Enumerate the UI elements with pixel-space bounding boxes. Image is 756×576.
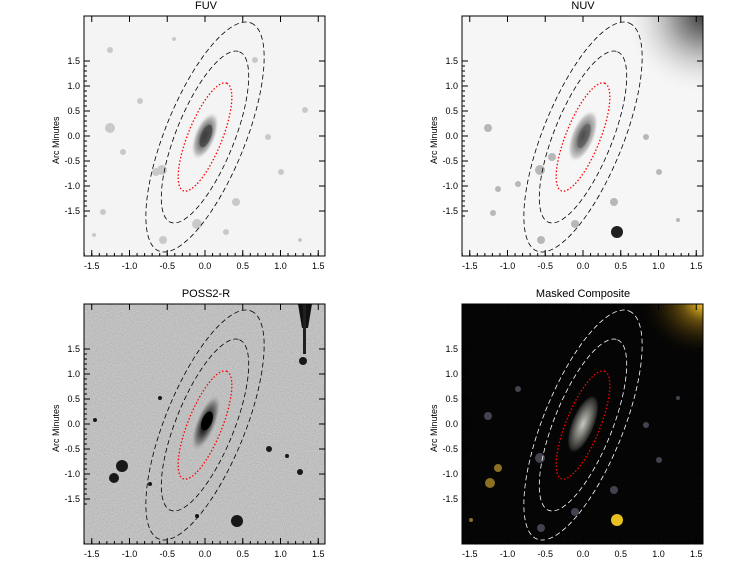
x-tick-label: 1.5 <box>312 549 325 559</box>
x-tick-label: 0.5 <box>236 549 249 559</box>
x-tick-label: -1.5 <box>462 261 478 271</box>
x-tick-label: 0.0 <box>577 261 590 271</box>
y-tick-label: -1.5 <box>442 206 458 216</box>
panel-poss2r: POSS2-R Arc Minutes <box>0 288 378 576</box>
x-tick-label: 0.5 <box>614 549 627 559</box>
x-tick-label: 1.0 <box>274 261 287 271</box>
y-tick-label: 1.5 <box>67 344 80 354</box>
x-tick-label: 1.5 <box>690 549 703 559</box>
panel-image: -1.5 -1.0 -0.5 0.0 0.5 1.0 1.5 1.5 1.0 0.5 0.0 -0.5… <box>64 303 326 559</box>
y-tick-label: 0.5 <box>445 394 458 404</box>
y-tick-label: 0.0 <box>445 131 458 141</box>
x-tick-label: 0.5 <box>236 261 249 271</box>
panel-axes: -1.5 -1.0 -0.5 0.0 0.5 1.0 1.5 1.5 1.0 0.5 0.0 -0.5… <box>442 304 703 559</box>
y-tick-label: 1.0 <box>445 81 458 91</box>
y-tick-label: 1.5 <box>445 56 458 66</box>
x-tick-label: 1.5 <box>312 261 325 271</box>
y-tick-label: 1.0 <box>445 369 458 379</box>
y-tick-label: -0.5 <box>64 444 80 454</box>
y-tick-label: -1.5 <box>442 494 458 504</box>
y-tick-label: -1.0 <box>64 181 80 191</box>
x-tick-label: 0.0 <box>199 261 212 271</box>
x-tick-label: -1.5 <box>462 549 478 559</box>
y-tick-label: -0.5 <box>64 156 80 166</box>
x-tick-label: 0.0 <box>199 549 212 559</box>
panel-axes: -1.5 -1.0 -0.5 0.0 0.5 1.0 1.5 1.5 1.0 0.5 0.0 -0.5… <box>64 304 325 559</box>
panel-title: Masked Composite <box>535 288 631 300</box>
y-tick-label: 0.0 <box>445 419 458 429</box>
y-tick-label: -1.5 <box>64 206 80 216</box>
x-tick-label: -0.5 <box>537 549 553 559</box>
y-tick-label: -1.0 <box>442 469 458 479</box>
x-tick-label: -1.0 <box>122 549 138 559</box>
y-tick-label: -1.0 <box>442 181 458 191</box>
y-tick-label: -0.5 <box>442 444 458 454</box>
panel-title: POSS2-R <box>181 288 231 300</box>
y-tick-label: 0.0 <box>67 419 80 429</box>
panel-image: -1.5 -1.0 -0.5 0.0 0.5 1.0 1.5 1.5 1.0 0.5 0.0 -0.5… <box>64 15 326 271</box>
x-tick-label: -0.5 <box>537 261 553 271</box>
x-tick-label: 1.5 <box>690 261 703 271</box>
y-tick-label: -1.5 <box>64 494 80 504</box>
x-tick-label: 1.0 <box>652 549 665 559</box>
panel-title: NUV <box>571 0 595 12</box>
x-tick-label: -1.0 <box>500 261 516 271</box>
panel-axes: -1.5 -1.0 -0.5 0.0 0.5 1.0 1.5 1.5 1.0 0.5 0.0 -0.5… <box>442 16 703 271</box>
x-tick-label: -1.0 <box>500 549 516 559</box>
y-tick-label: 1.0 <box>67 369 80 379</box>
panel-image: -1.5 -1.0 -0.5 0.0 0.5 1.0 1.5 1.5 1.0 0.5 0.0 -0.5… <box>442 303 704 559</box>
x-tick-label: 1.0 <box>274 549 287 559</box>
panel-image: -1.5 -1.0 -0.5 0.0 0.5 1.0 1.5 1.5 1.0 0.5 0.0 -0.5… <box>442 15 704 271</box>
y-tick-label: 1.5 <box>445 344 458 354</box>
x-tick-label: -1.5 <box>84 261 100 271</box>
y-tick-label: 1.5 <box>67 56 80 66</box>
panel-title: FUV <box>195 0 217 12</box>
y-tick-label: 1.0 <box>67 81 80 91</box>
panel-masked-composite: Masked Composite Arc Minutes <box>378 288 756 576</box>
x-tick-label: 1.0 <box>652 261 665 271</box>
x-tick-label: 0.0 <box>577 549 590 559</box>
x-tick-label: -1.0 <box>122 261 138 271</box>
y-tick-label: -0.5 <box>442 156 458 166</box>
y-tick-label: 0.5 <box>67 106 80 116</box>
panel-fuv: FUV Arc Minutes <box>0 0 378 288</box>
panel-nuv: NUV Arc Minutes <box>378 0 756 288</box>
y-tick-label: 0.5 <box>445 106 458 116</box>
y-tick-label: 0.0 <box>67 131 80 141</box>
x-tick-label: 0.5 <box>614 261 627 271</box>
x-tick-label: -0.5 <box>159 549 175 559</box>
y-tick-label: -1.0 <box>64 469 80 479</box>
y-tick-label: 0.5 <box>67 394 80 404</box>
x-tick-label: -0.5 <box>159 261 175 271</box>
panel-axes: -1.5 -1.0 -0.5 0.0 0.5 1.0 1.5 1.5 1.0 0.5 0.0 -0.5… <box>64 16 325 271</box>
x-tick-label: -1.5 <box>84 549 100 559</box>
